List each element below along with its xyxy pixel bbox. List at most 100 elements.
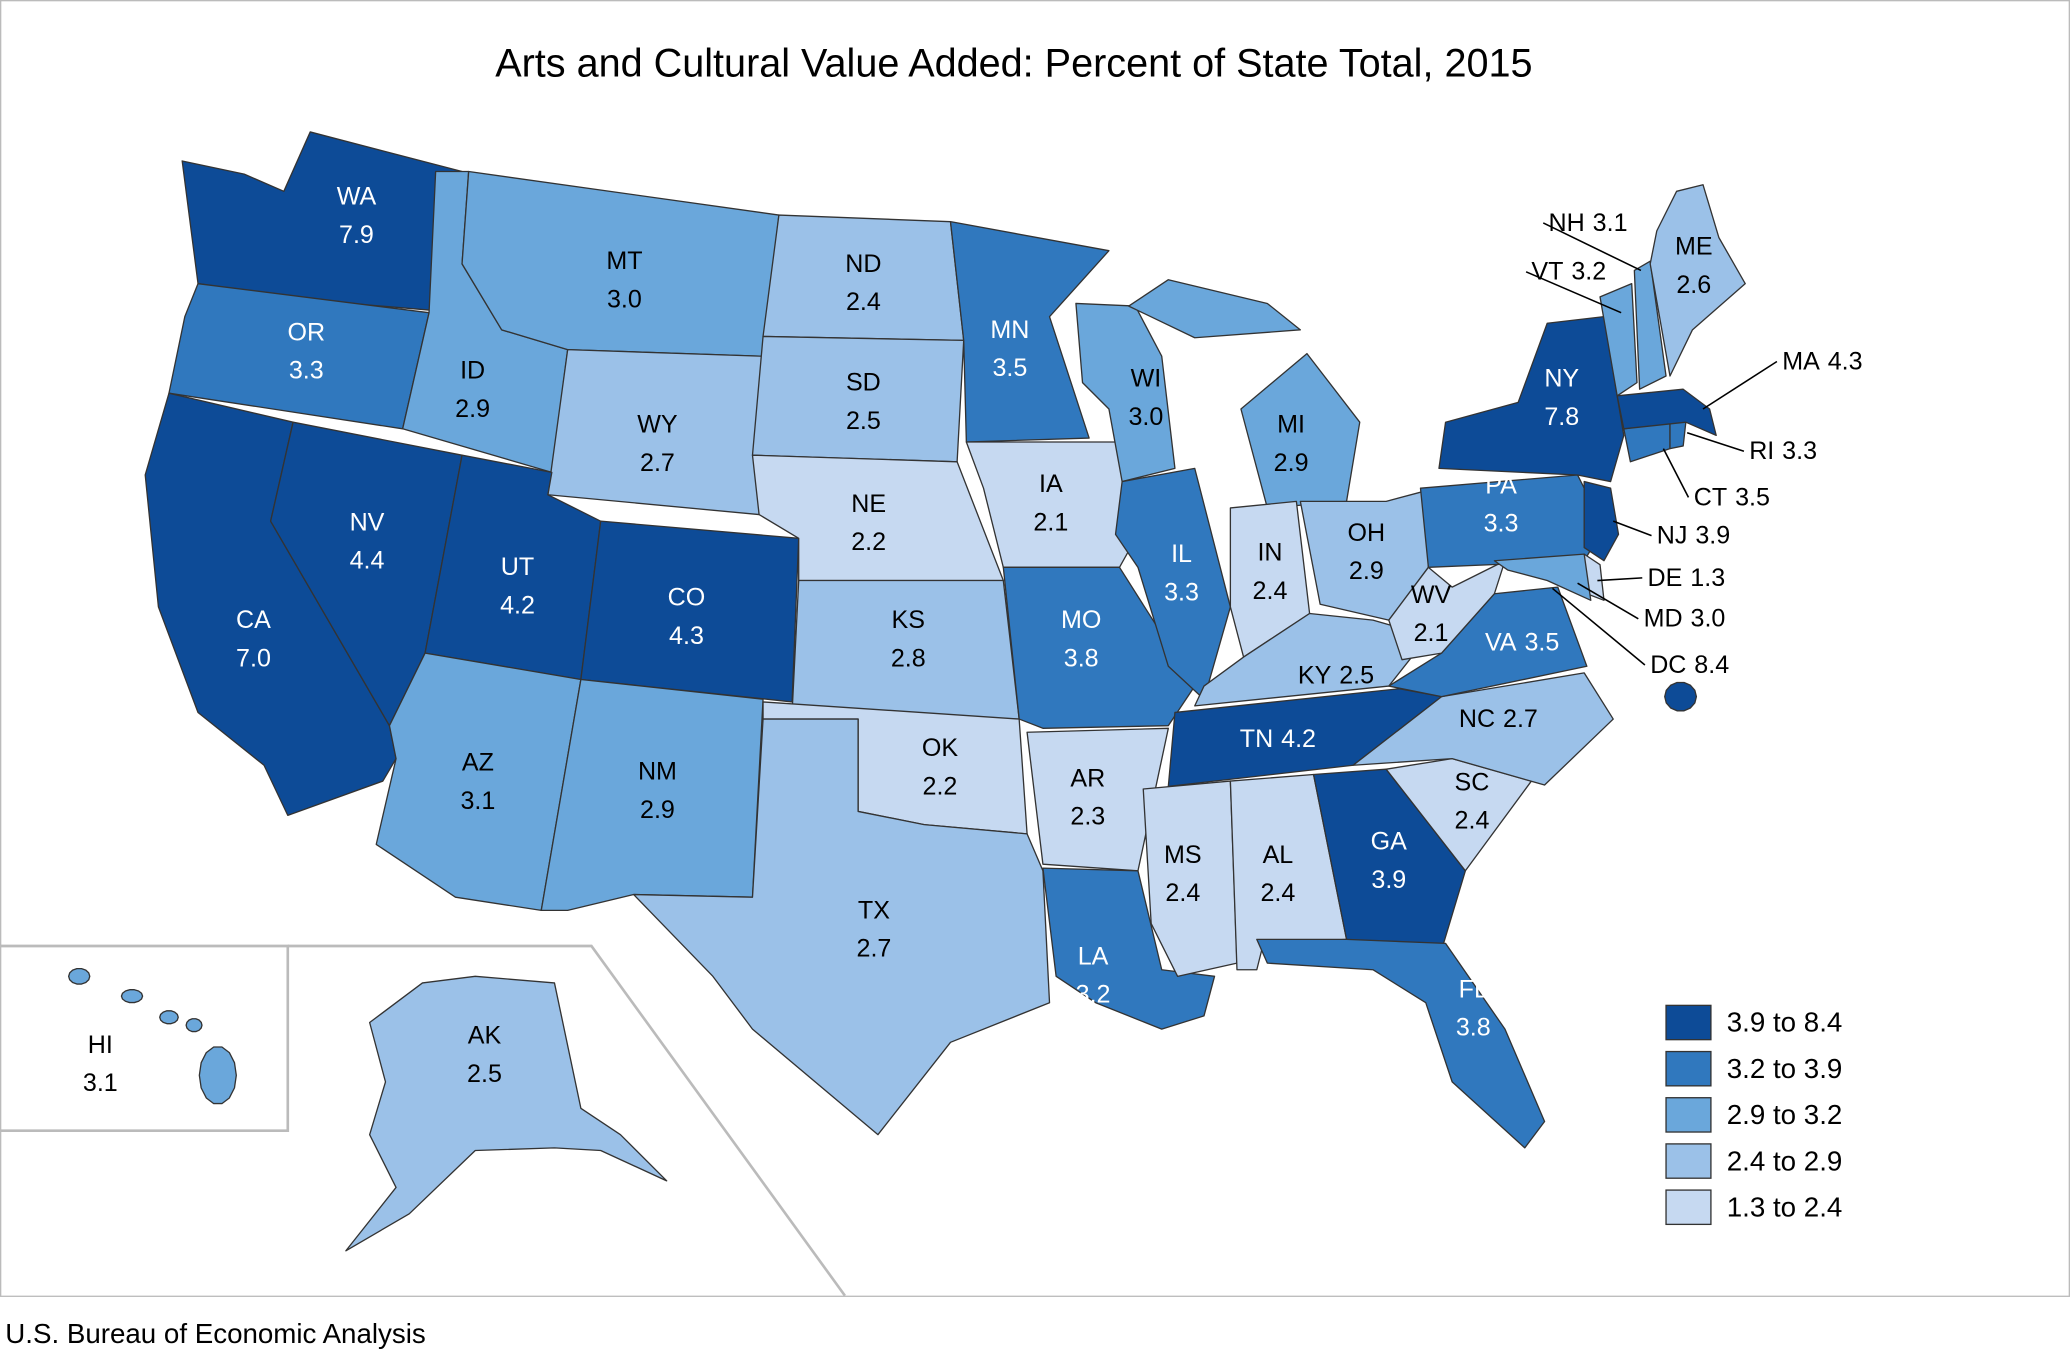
state bbox=[1002, 566, 1196, 729]
state-abbr: NV bbox=[350, 508, 385, 536]
leader-line bbox=[1702, 360, 1778, 410]
state-abbr: MS bbox=[1164, 841, 1202, 869]
state-label: NE 2.2 bbox=[851, 490, 886, 556]
state-value: 2.3 bbox=[1070, 803, 1105, 831]
state-abbr: WA bbox=[337, 183, 377, 211]
state-label: TN 4.2 bbox=[1240, 725, 1316, 753]
state-label: SD 2.5 bbox=[846, 369, 881, 435]
state-abbr: NH bbox=[1549, 209, 1585, 237]
state-value: 3.0 bbox=[1691, 605, 1726, 633]
state-label: MN 3.5 bbox=[990, 316, 1029, 382]
state-value: 2.2 bbox=[923, 772, 958, 800]
state-value: 3.8 bbox=[1456, 1014, 1491, 1042]
state bbox=[1438, 315, 1625, 483]
state-label: VT 3.2 bbox=[1531, 258, 1606, 286]
legend-swatch bbox=[1665, 1004, 1712, 1041]
state-abbr: LA bbox=[1078, 942, 1109, 970]
state-abbr: MI bbox=[1277, 411, 1305, 439]
state-value: 4.4 bbox=[350, 547, 385, 575]
state-value: 2.4 bbox=[1165, 879, 1200, 907]
state-label: MS 2.4 bbox=[1164, 841, 1202, 907]
state-abbr: ND bbox=[845, 250, 881, 278]
state-value: 4.3 bbox=[1828, 347, 1863, 375]
state-value: 7.0 bbox=[236, 644, 271, 672]
leader-line bbox=[1577, 582, 1639, 620]
state-value: 4.3 bbox=[669, 622, 704, 650]
hawaii-inset bbox=[0, 944, 290, 1133]
state-label: IN 2.4 bbox=[1253, 539, 1288, 605]
state-value: 3.9 bbox=[1695, 522, 1730, 550]
state-value: 2.7 bbox=[1503, 705, 1538, 733]
state-label: NH 3.1 bbox=[1549, 209, 1628, 237]
state-label: MT 3.0 bbox=[606, 247, 642, 313]
state-value: 3.2 bbox=[1076, 981, 1111, 1009]
legend-label: 3.2 to 3.9 bbox=[1727, 1053, 1843, 1084]
state-value: 3.3 bbox=[1164, 578, 1199, 606]
state-abbr: PA bbox=[1485, 471, 1517, 499]
state-label: RI 3.3 bbox=[1749, 437, 1817, 465]
state-label: WV 2.1 bbox=[1411, 581, 1452, 647]
state-label: KS 2.8 bbox=[891, 606, 926, 672]
state bbox=[1388, 560, 1506, 661]
legend: 3.9 to 8.4 3.2 to 3.9 2.9 to 3.2 2.4 to 2.9… bbox=[1665, 1004, 1843, 1226]
state bbox=[1075, 302, 1176, 483]
state-labels: WA 7.9 OR 3.3 CA 7.0 NV 4.4 ID 2.9 MT 3.0 WY 2.7 UT 4.2… bbox=[83, 183, 1863, 1098]
state-abbr: UT bbox=[501, 553, 534, 581]
state-label: ME 2.6 bbox=[1675, 233, 1713, 299]
state-abbr: NM bbox=[638, 758, 677, 786]
state-label: DC 8.4 bbox=[1650, 651, 1729, 679]
state bbox=[1664, 681, 1698, 712]
state-label: VA 3.5 bbox=[1485, 628, 1559, 656]
state-abbr: AR bbox=[1070, 764, 1105, 792]
state-abbr: MA bbox=[1782, 347, 1820, 375]
state-value: 3.5 bbox=[1735, 483, 1770, 511]
state-abbr: VA bbox=[1485, 628, 1517, 656]
state-abbr: HI bbox=[88, 1031, 113, 1059]
legend-swatch bbox=[1665, 1097, 1712, 1133]
legend-swatch bbox=[1665, 1189, 1712, 1226]
state-value: 3.5 bbox=[1524, 628, 1559, 656]
legend-label: 1.3 to 2.4 bbox=[1727, 1191, 1843, 1222]
state-value: 3.1 bbox=[83, 1069, 118, 1097]
state-label: UT 4.2 bbox=[500, 553, 535, 619]
state-label: MD 3.0 bbox=[1644, 605, 1726, 633]
state bbox=[751, 335, 965, 463]
state-label: IA 2.1 bbox=[1033, 470, 1068, 536]
state-label: FL 3.8 bbox=[1456, 975, 1491, 1041]
state-value: 2.9 bbox=[455, 395, 490, 423]
state bbox=[1256, 938, 1546, 1149]
leader-line bbox=[1542, 222, 1642, 272]
legend-label: 2.4 to 2.9 bbox=[1727, 1145, 1843, 1176]
state-abbr: NE bbox=[851, 490, 886, 518]
state-abbr: SC bbox=[1455, 768, 1490, 796]
state-label: TX 2.7 bbox=[857, 896, 892, 962]
state-abbr: DC bbox=[1650, 651, 1686, 679]
legend-label: 2.9 to 3.2 bbox=[1727, 1099, 1843, 1130]
state-value: 7.8 bbox=[1544, 403, 1579, 431]
state-abbr: WY bbox=[637, 411, 678, 439]
state-label: WY 2.7 bbox=[637, 411, 678, 477]
state-label: ND 2.4 bbox=[845, 250, 881, 316]
state-value: 2.5 bbox=[467, 1060, 502, 1088]
state-label: HI 3.1 bbox=[83, 1031, 118, 1097]
state bbox=[1649, 184, 1746, 377]
state-value: 2.8 bbox=[891, 644, 926, 672]
state-value: 2.2 bbox=[851, 528, 886, 556]
state-label: NY 7.8 bbox=[1544, 365, 1579, 431]
state-abbr: AL bbox=[1263, 841, 1294, 869]
state-value: 3.8 bbox=[1064, 644, 1099, 672]
state-abbr: MT bbox=[606, 247, 642, 275]
state-value: 2.7 bbox=[640, 449, 675, 477]
state-label: CO 4.3 bbox=[668, 584, 706, 650]
state-value: 2.4 bbox=[846, 288, 881, 316]
state-abbr: WI bbox=[1131, 365, 1162, 393]
state-abbr: WV bbox=[1411, 581, 1452, 609]
state-label: OK 2.2 bbox=[922, 734, 959, 800]
state-value: 3.0 bbox=[607, 285, 642, 313]
state bbox=[949, 220, 1110, 443]
state-label: KY 2.5 bbox=[1298, 661, 1374, 689]
state-label: MA 4.3 bbox=[1782, 347, 1862, 375]
legend-swatch bbox=[1665, 1143, 1712, 1179]
